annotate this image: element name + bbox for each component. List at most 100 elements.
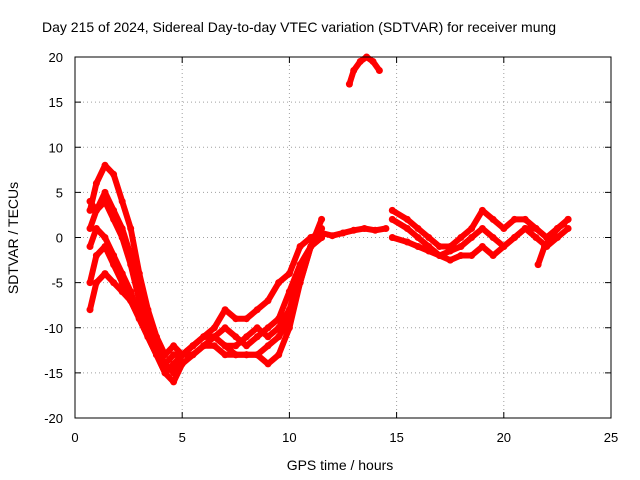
data-point: [532, 225, 540, 232]
data-point: [403, 238, 411, 246]
data-point: [118, 279, 126, 287]
data-point: [189, 351, 197, 359]
y-tick-label: -5: [51, 276, 63, 291]
data-point: [92, 206, 100, 214]
data-point: [92, 225, 100, 232]
y-tick-label: 5: [56, 185, 63, 200]
y-tick-label: -15: [44, 366, 63, 381]
data-point: [170, 351, 178, 359]
data-point: [468, 225, 476, 232]
data-point: [478, 243, 486, 250]
data-point: [446, 256, 454, 264]
data-point: [511, 215, 518, 223]
data-point: [200, 333, 208, 341]
data-point: [296, 279, 304, 287]
data-point: [232, 333, 240, 341]
x-tick-label: 25: [604, 430, 618, 445]
data-point: [564, 225, 572, 232]
data-point: [371, 226, 379, 234]
data-point: [210, 324, 218, 332]
data-point: [500, 243, 508, 250]
data-point: [318, 215, 326, 223]
data-point: [560, 220, 568, 228]
data-point: [264, 333, 272, 341]
data-point: [243, 342, 250, 350]
data-point: [275, 333, 283, 341]
data-point: [118, 234, 126, 241]
data-point: [541, 243, 548, 250]
data-point: [285, 270, 293, 278]
data-point: [307, 243, 315, 250]
x-tick-label: 5: [179, 430, 186, 445]
y-tick-label: 20: [49, 50, 63, 65]
data-point: [489, 252, 497, 259]
x-tick-label: 10: [282, 430, 296, 445]
data-point: [86, 225, 94, 232]
data-point: [356, 58, 364, 65]
data-point: [253, 306, 261, 314]
data-point: [500, 225, 508, 232]
data-point: [86, 279, 94, 287]
data-point: [101, 188, 109, 196]
data-point: [264, 342, 272, 350]
data-point: [489, 234, 497, 241]
data-point: [243, 333, 250, 341]
y-tick-label: -20: [44, 411, 63, 426]
data-point: [170, 342, 178, 350]
data-point: [521, 225, 529, 232]
data-point: [388, 234, 396, 241]
data-point: [221, 342, 229, 350]
grid-lines: [75, 57, 611, 418]
data-point: [101, 161, 109, 169]
data-point: [446, 247, 454, 255]
data-point: [478, 225, 486, 232]
data-point: [511, 234, 518, 241]
data-point: [127, 297, 135, 305]
data-point: [339, 229, 347, 237]
data-point: [436, 243, 443, 250]
data-point: [92, 179, 100, 187]
data-point: [161, 369, 169, 377]
x-tick-label: 20: [497, 430, 511, 445]
data-point: [200, 342, 208, 350]
data-point: [285, 324, 293, 332]
data-point: [457, 252, 465, 259]
data-point: [221, 351, 229, 359]
data-point: [345, 80, 353, 88]
data-point: [553, 225, 561, 232]
data-point: [178, 351, 186, 359]
data-point: [210, 333, 218, 341]
data-point: [101, 243, 109, 250]
data-point: [275, 351, 283, 359]
data-point: [118, 197, 126, 205]
data-point: [110, 261, 118, 269]
data-point: [110, 279, 118, 287]
data-point: [521, 215, 529, 223]
data-point: [414, 243, 422, 250]
data-point: [564, 215, 572, 223]
data-point: [275, 279, 283, 287]
data-point: [253, 324, 261, 332]
data-series: [86, 53, 572, 386]
axis-ticks: [74, 56, 612, 419]
data-point: [350, 67, 358, 74]
data-point: [264, 324, 272, 332]
data-point: [403, 215, 411, 223]
data-point: [127, 261, 135, 269]
data-point: [468, 234, 476, 241]
data-point: [375, 67, 383, 74]
data-point: [86, 306, 94, 314]
data-point: [318, 225, 326, 232]
data-point: [101, 197, 109, 205]
data-point: [547, 234, 555, 241]
data-point: [425, 234, 433, 241]
data-point: [489, 215, 497, 223]
data-point: [457, 243, 465, 250]
data-point: [425, 243, 433, 250]
data-point: [178, 360, 186, 368]
data-point: [232, 315, 240, 323]
data-point: [264, 360, 272, 368]
data-point: [243, 315, 250, 323]
data-point: [468, 252, 476, 259]
